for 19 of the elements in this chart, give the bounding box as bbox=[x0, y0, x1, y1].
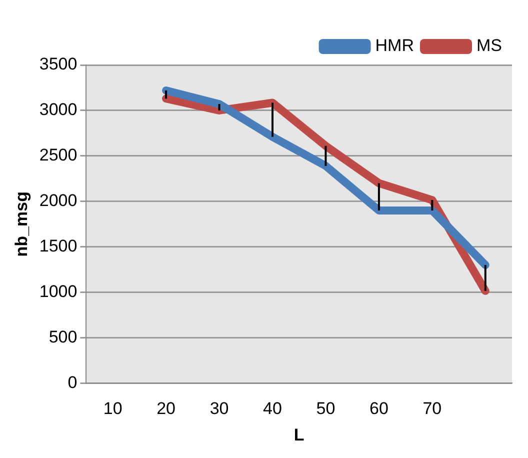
legend-label: HMR bbox=[375, 36, 414, 56]
x-axis-title: L bbox=[294, 425, 304, 444]
y-tick-label: 3000 bbox=[39, 100, 78, 120]
x-tick-label: 10 bbox=[103, 399, 122, 418]
y-tick-label: 500 bbox=[48, 327, 78, 346]
y-tick-label: 2000 bbox=[39, 191, 78, 210]
x-tick-label: 20 bbox=[156, 399, 176, 418]
x-tick-label: 70 bbox=[422, 399, 442, 418]
x-tick-label: 30 bbox=[210, 399, 229, 418]
y-tick-label: 1000 bbox=[39, 282, 78, 301]
y-axis-title: nb_msg bbox=[12, 192, 31, 257]
x-tick-label: 40 bbox=[263, 399, 282, 418]
y-tick-label: 3500 bbox=[39, 54, 78, 74]
x-tick-label: 50 bbox=[316, 399, 336, 418]
legend-label: MS bbox=[476, 36, 502, 56]
y-tick-label: 0 bbox=[68, 372, 78, 392]
x-tick-label: 60 bbox=[369, 399, 388, 418]
y-tick-label: 2500 bbox=[39, 146, 78, 165]
y-tick-label: 1500 bbox=[39, 236, 78, 256]
